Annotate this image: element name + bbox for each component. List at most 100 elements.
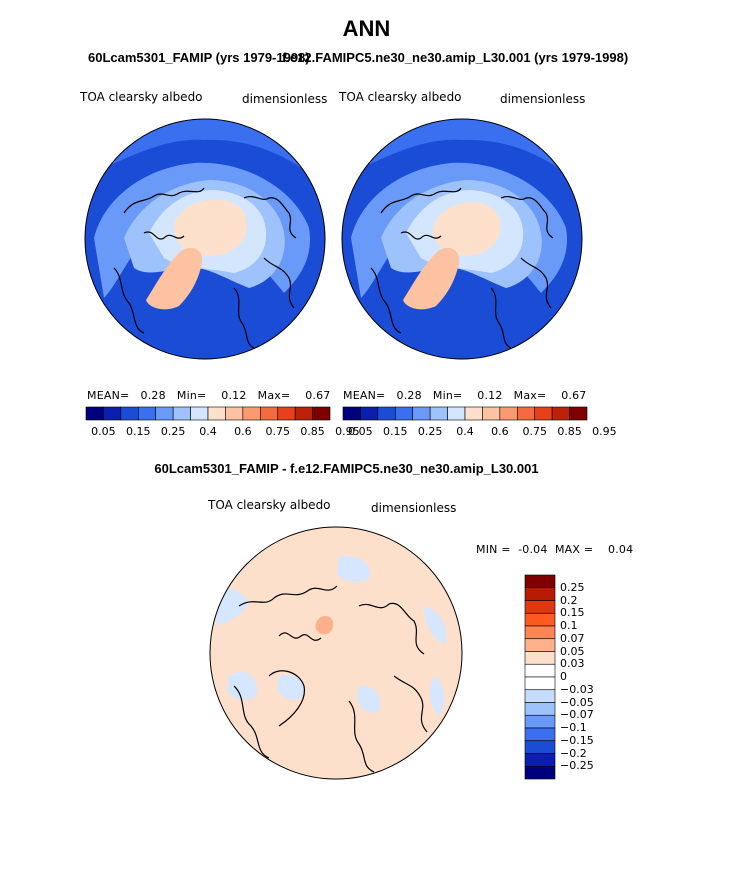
colorbar-tick-label: 0.1 bbox=[560, 619, 578, 632]
colorbar-swatch bbox=[551, 406, 570, 421]
colorbar-tick-label: 0.25 bbox=[160, 425, 186, 438]
colorbar-swatch bbox=[190, 406, 209, 421]
diff-negative-patch-s bbox=[357, 685, 381, 713]
colorbar-tick-label: −0.25 bbox=[560, 759, 594, 773]
colorbar-tick-label: 0.95 bbox=[335, 425, 360, 438]
colorbar-tick-label: 0.15 bbox=[126, 425, 151, 438]
colorbar-tick-label: −0.05 bbox=[560, 695, 594, 709]
diff-min-value: -0.04 bbox=[518, 543, 548, 556]
case1-greenland bbox=[146, 247, 203, 310]
diff-negative-patch-w bbox=[227, 672, 258, 701]
diff-negative-patch-sw bbox=[277, 674, 305, 700]
diff-min-label: MIN = bbox=[476, 543, 511, 556]
case1-min-value: 0.12 bbox=[221, 389, 247, 402]
colorbar-swatch bbox=[534, 406, 553, 421]
colorbar-swatch bbox=[394, 406, 414, 421]
colorbar-tick-label: 0.05 bbox=[91, 425, 116, 438]
colorbar-tick-label: 0.4 bbox=[456, 425, 474, 438]
colorbar-swatch bbox=[360, 406, 379, 421]
colorbar-tick-label: 0.2 bbox=[560, 593, 578, 607]
diff-negative-patch-n bbox=[337, 555, 370, 583]
case2-max-label: Max= bbox=[513, 389, 547, 402]
colorbar-swatch bbox=[447, 406, 466, 421]
diff-max-label: MAX = bbox=[554, 543, 594, 556]
colorbar-swatch bbox=[524, 638, 556, 652]
case2-mean-label: MEAN= bbox=[343, 389, 386, 402]
case2-lowlat-region bbox=[342, 278, 582, 359]
colorbar-tick-label: −0.15 bbox=[560, 733, 594, 747]
colorbar-tick-label: 0.25 bbox=[560, 580, 585, 594]
diff-map-border bbox=[209, 526, 463, 780]
colorbar-swatch bbox=[225, 406, 244, 421]
case2-map-border bbox=[341, 118, 583, 360]
colorbar-tick-label: 0 bbox=[560, 670, 567, 683]
colorbar-tick-label: 0.95 bbox=[592, 425, 617, 438]
colorbar-swatch bbox=[524, 753, 556, 767]
diff-negative-patch-ne bbox=[424, 606, 447, 644]
case2-greenland bbox=[403, 247, 460, 310]
colorbar-swatch bbox=[172, 406, 191, 421]
colorbar-tick-label: 0.6 bbox=[234, 425, 252, 438]
diff-colorbar-ticks: 0.25 0.2 0.15 0.1 0.07 0.05 0.03 0 −0.03 −0.05 −0.… bbox=[560, 575, 620, 779]
colorbar-tick-label: 0.85 bbox=[557, 425, 582, 438]
case1-map-border bbox=[84, 118, 326, 360]
colorbar-swatch bbox=[377, 406, 396, 421]
colorbar-swatch bbox=[482, 406, 501, 421]
colorbar-swatch bbox=[137, 406, 157, 421]
colorbar-swatch bbox=[524, 740, 556, 754]
colorbar-swatch bbox=[524, 663, 556, 678]
diff-units: dimensionless bbox=[371, 501, 457, 515]
colorbar-swatch bbox=[120, 406, 139, 421]
case2-colorbar bbox=[342, 406, 588, 421]
colorbar-swatch bbox=[524, 574, 556, 589]
case1-field-label: TOA clearsky albedo bbox=[80, 90, 203, 104]
colorbar-tick-label: 0.03 bbox=[560, 657, 585, 671]
colorbar-swatch bbox=[464, 406, 483, 421]
case1-coastline bbox=[113, 187, 297, 349]
colorbar-swatch bbox=[85, 406, 104, 421]
colorbar-swatch bbox=[312, 406, 331, 421]
colorbar-swatch bbox=[155, 406, 174, 421]
colorbar-tick-label: 0.85 bbox=[300, 425, 325, 438]
colorbar-swatch bbox=[524, 676, 556, 691]
diff-background-region bbox=[210, 527, 462, 779]
case2-mean-value: 0.28 bbox=[396, 389, 422, 402]
colorbar-swatch bbox=[277, 406, 296, 421]
colorbar-tick-label: −0.2 bbox=[560, 746, 587, 760]
colorbar-swatch bbox=[524, 765, 556, 780]
diff-positive-patch-central bbox=[315, 615, 334, 635]
case1-units: dimensionless bbox=[242, 92, 328, 106]
case2-central-arctic bbox=[432, 202, 501, 256]
colorbar-tick-label: 0.05 bbox=[348, 425, 373, 438]
case1-max-value: 0.67 bbox=[305, 389, 331, 402]
colorbar-swatch bbox=[524, 651, 556, 665]
case2-map bbox=[341, 118, 583, 360]
colorbar-swatch bbox=[516, 406, 536, 421]
colorbar-tick-label: 0.15 bbox=[560, 606, 585, 620]
case2-min-value: 0.12 bbox=[477, 389, 503, 402]
colorbar-swatch bbox=[294, 406, 313, 421]
case1-lowlat-region bbox=[85, 278, 325, 359]
colorbar-swatch bbox=[342, 406, 361, 421]
colorbar-tick-label: 0.4 bbox=[199, 425, 217, 438]
colorbar-swatch bbox=[499, 406, 518, 421]
case1-mean-value: 0.28 bbox=[140, 389, 166, 402]
colorbar-swatch bbox=[259, 406, 279, 421]
colorbar-swatch bbox=[207, 406, 226, 421]
diff-max-value: 0.04 bbox=[608, 543, 634, 556]
colorbar-swatch bbox=[429, 406, 448, 421]
colorbar-swatch bbox=[242, 406, 261, 421]
case1-header: 60Lcam5301_FAMIP (yrs 1979-1998) bbox=[88, 50, 310, 65]
case1-mean-label: MEAN= bbox=[87, 389, 130, 402]
case1-max-label: Max= bbox=[257, 389, 291, 402]
colorbar-tick-label: −0.1 bbox=[560, 721, 587, 734]
diff-field-label: TOA clearsky albedo bbox=[208, 498, 331, 512]
case1-min-label: Min= bbox=[176, 389, 207, 402]
colorbar-swatch bbox=[524, 587, 556, 601]
main-title: ANN bbox=[342, 16, 391, 41]
case2-coastline bbox=[370, 187, 554, 349]
colorbar-tick-label: −0.07 bbox=[560, 708, 594, 722]
case2-units: dimensionless bbox=[500, 92, 586, 106]
case2-max-value: 0.67 bbox=[561, 389, 587, 402]
colorbar-swatch bbox=[524, 600, 556, 614]
